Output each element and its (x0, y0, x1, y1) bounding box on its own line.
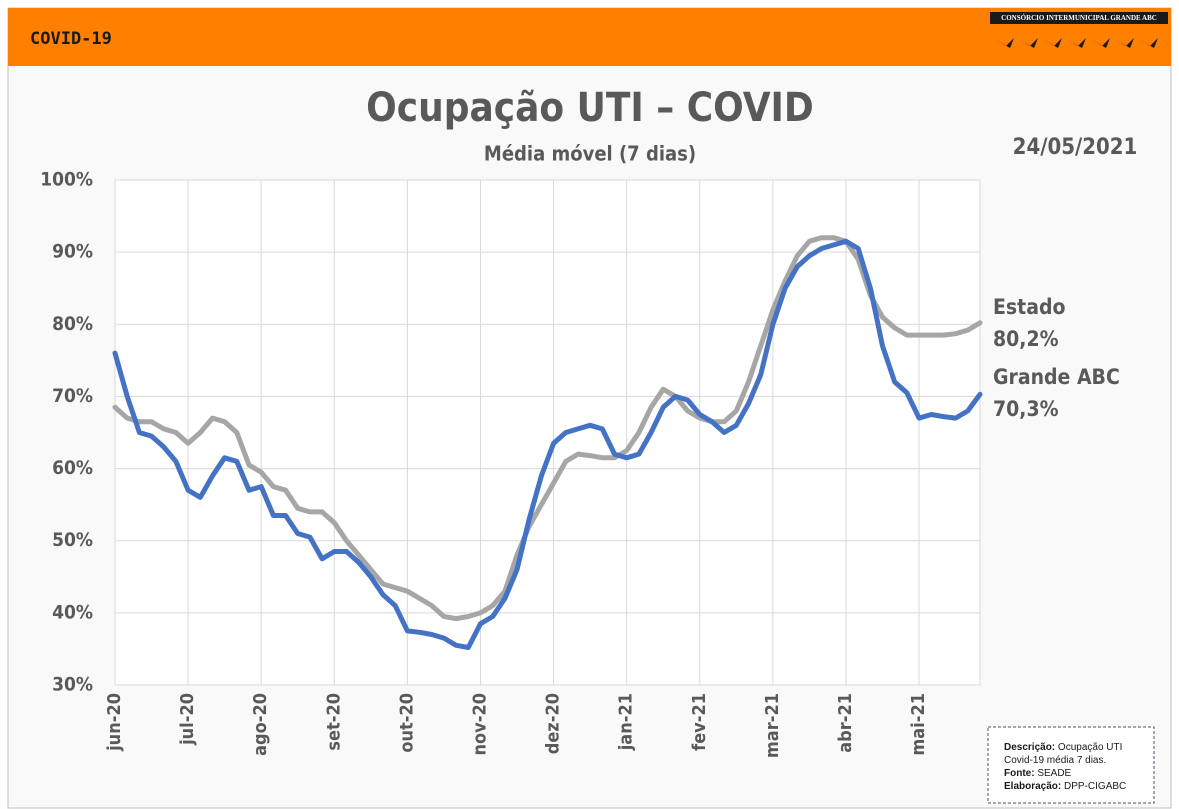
value-label: 80,2% (993, 327, 1059, 351)
plot-area (115, 180, 980, 685)
x-tick-label: nov-20 (469, 693, 490, 755)
x-tick-label: jun-20 (104, 693, 125, 752)
note-text: Ocupação UTI (1058, 742, 1122, 753)
x-tick-label: ago-20 (250, 693, 271, 756)
header-bar (8, 8, 1171, 66)
note-line: Elaboração: DPP-CIGABC (1004, 781, 1126, 792)
x-tick-label: fev-21 (689, 693, 710, 751)
legend-label: Grande ABC (993, 365, 1120, 389)
y-tick-label: 70% (52, 385, 93, 407)
note-line: Fonte: SEADE (1004, 768, 1072, 779)
y-tick-label: 100% (40, 169, 93, 191)
logo-birds (996, 38, 1158, 48)
y-tick-label: 80% (52, 313, 93, 335)
chart-date: 24/05/2021 (1013, 135, 1138, 160)
series-line (112, 235, 983, 622)
y-tick-label: 40% (52, 601, 93, 623)
note-label: Descrição: (1004, 742, 1055, 753)
y-tick-label: 60% (52, 457, 93, 479)
labels: 30% 40% 50% 60% 70% 80% 90% 100% jun-20 jul-20 ago… (40, 169, 1120, 759)
x-tick-label: out-20 (396, 693, 417, 753)
value-label: 70,3% (993, 397, 1059, 421)
x-tick-label: mai-21 (908, 693, 929, 756)
x-tick-label: dez-20 (543, 693, 564, 754)
x-tick-label: jul-20 (177, 693, 198, 746)
y-tick-label: 90% (52, 241, 93, 263)
legend-label: Estado (993, 295, 1065, 319)
logo-text: CONSÓRCIO INTERMUNICIPAL GRANDE ABC (1001, 14, 1157, 22)
x-tick-label: set-20 (323, 693, 344, 751)
note-label: Fonte: (1004, 768, 1035, 779)
y-tick-label: 50% (52, 529, 93, 551)
notes: Descrição: Ocupação UTI Covid-19 média 7 … (1004, 742, 1126, 792)
x-tick-label: jan-21 (616, 693, 637, 751)
note-text: Covid-19 média 7 dias. (1004, 755, 1106, 766)
note-line: Descrição: Ocupação UTI (1004, 742, 1122, 753)
x-tick-label: mar-21 (762, 693, 783, 758)
header-tag: COVID-19 (30, 29, 112, 49)
note-line: Covid-19 média 7 dias. (1004, 755, 1106, 766)
x-tick-label: abr-21 (835, 693, 856, 753)
note-text: SEADE (1037, 768, 1071, 779)
y-tick-label: 30% (52, 674, 93, 696)
series-line (112, 238, 983, 650)
lines (112, 235, 983, 650)
logo-band (990, 12, 1168, 24)
chart-subtitle: Média móvel (7 dias) (484, 142, 696, 166)
note-label: Elaboração: (1004, 781, 1061, 792)
chart-title: Ocupação UTI – COVID (366, 85, 814, 131)
notes-box (987, 726, 1155, 804)
note-text: DPP-CIGABC (1064, 781, 1126, 792)
